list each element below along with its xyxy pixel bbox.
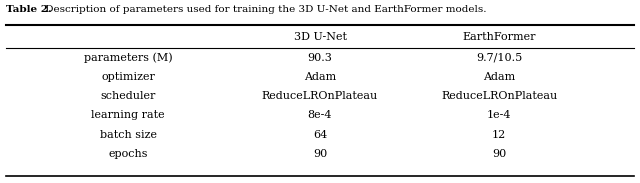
Text: 8e-4: 8e-4: [308, 110, 332, 120]
Text: learning rate: learning rate: [91, 110, 165, 120]
Text: 90.3: 90.3: [308, 53, 332, 63]
Text: 3D U-Net: 3D U-Net: [294, 32, 346, 42]
Text: Description of parameters used for training the 3D U-Net and EarthFormer models.: Description of parameters used for train…: [42, 5, 486, 14]
Text: optimizer: optimizer: [101, 72, 155, 82]
Text: 9.7/10.5: 9.7/10.5: [476, 53, 522, 63]
Text: 90: 90: [492, 149, 506, 159]
Text: scheduler: scheduler: [100, 91, 156, 101]
Text: 90: 90: [313, 149, 327, 159]
Text: 12: 12: [492, 130, 506, 139]
Text: EarthFormer: EarthFormer: [463, 32, 536, 42]
Text: ReduceLROnPlateau: ReduceLROnPlateau: [441, 91, 557, 101]
Text: Adam: Adam: [483, 72, 515, 82]
Text: batch size: batch size: [99, 130, 157, 139]
Text: epochs: epochs: [108, 149, 148, 159]
Text: Table 2.: Table 2.: [6, 5, 52, 14]
Text: Adam: Adam: [304, 72, 336, 82]
Text: 64: 64: [313, 130, 327, 139]
Text: ReduceLROnPlateau: ReduceLROnPlateau: [262, 91, 378, 101]
Text: parameters (M): parameters (M): [84, 52, 172, 63]
Text: 1e-4: 1e-4: [487, 110, 511, 120]
